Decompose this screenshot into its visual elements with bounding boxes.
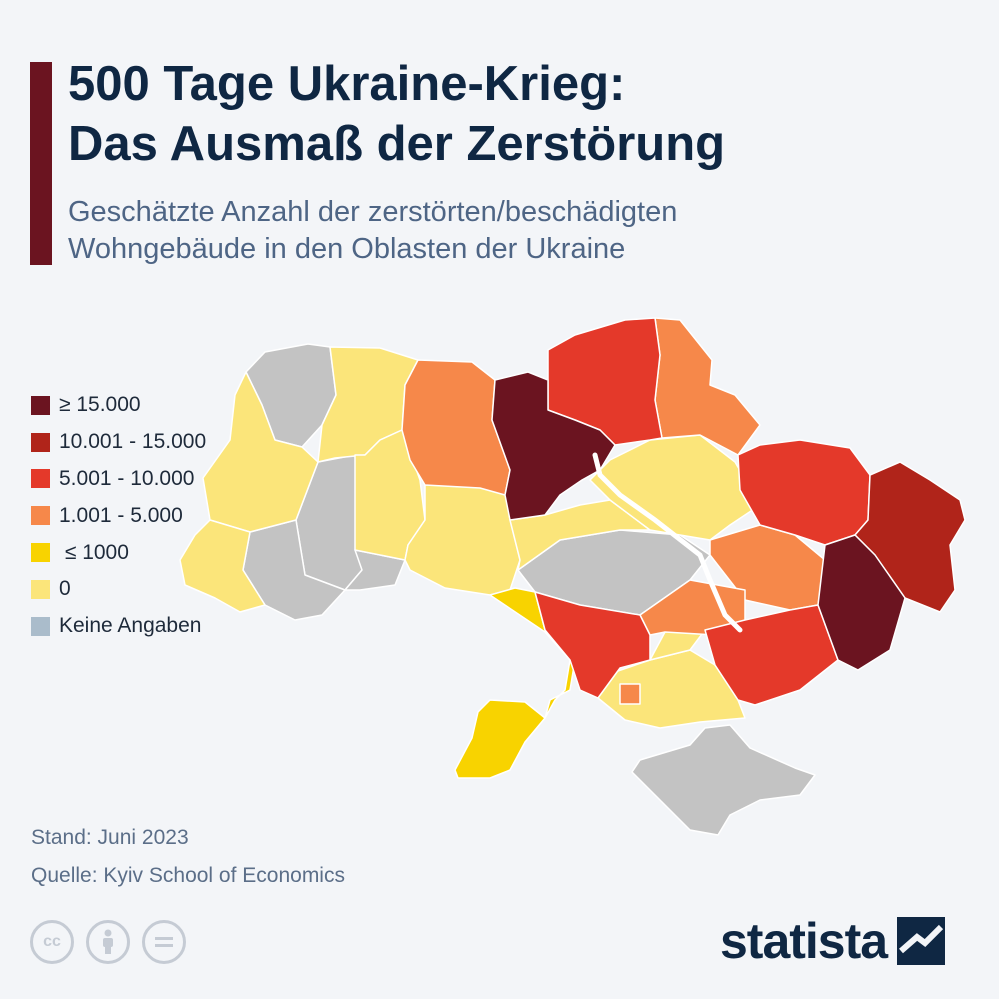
dnipro-river bbox=[592, 452, 743, 633]
region-zhytomyr bbox=[401, 359, 511, 496]
cc-icon[interactable]: cc bbox=[30, 920, 74, 964]
region-kyiv-oblast bbox=[491, 371, 616, 521]
legend-item: ≤ 1000 bbox=[31, 534, 206, 571]
page-subtitle: Geschätzte Anzahl der zerstörten/beschäd… bbox=[68, 194, 968, 268]
subtitle-line-1: Geschätzte Anzahl der zerstörten/beschäd… bbox=[68, 196, 678, 228]
legend-item: ≥ 15.000 bbox=[31, 387, 206, 424]
legend-label: ≤ 1000 bbox=[59, 540, 129, 564]
legend-label: 10.001 - 15.000 bbox=[59, 430, 207, 454]
title-line-1: 500 Tage Ukraine-Krieg: bbox=[68, 57, 626, 111]
legend-item: 10.001 - 15.000 bbox=[31, 424, 206, 461]
footer-source[interactable]: Quelle: Kyiv School of Economics bbox=[31, 864, 345, 887]
page-title: 500 Tage Ukraine-Krieg: Das Ausmaß der Z… bbox=[68, 54, 968, 174]
legend-swatch bbox=[31, 579, 50, 599]
legend-label: 1.001 - 5.000 bbox=[59, 503, 183, 527]
region-cherkasy bbox=[509, 499, 651, 571]
region-lviv bbox=[202, 371, 319, 533]
legend-item: 0 bbox=[31, 571, 206, 608]
legend-label: 0 bbox=[59, 577, 71, 601]
title-accent-bar bbox=[30, 62, 52, 265]
legend-label: ≥ 15.000 bbox=[59, 393, 141, 417]
legend-swatch bbox=[31, 469, 50, 489]
legend-item: Keine Angaben bbox=[31, 608, 206, 645]
legend-swatch bbox=[31, 395, 50, 415]
title-line-2: Das Ausmaß der Zerstörung bbox=[68, 117, 726, 171]
legend-swatch bbox=[31, 543, 50, 563]
legend-label: Keine Angaben bbox=[59, 614, 202, 638]
legend-swatch bbox=[31, 506, 50, 526]
region-kakhovka-marker bbox=[619, 683, 641, 705]
by-person-icon[interactable] bbox=[86, 920, 130, 964]
nd-equal-icon[interactable] bbox=[142, 920, 186, 964]
legend-item: 1.001 - 5.000 bbox=[31, 497, 206, 534]
region-zakarpattia bbox=[179, 519, 266, 613]
region-donetsk bbox=[817, 534, 906, 671]
legend-swatch bbox=[31, 432, 50, 452]
region-crimea bbox=[631, 724, 816, 836]
region-mykolaiv bbox=[534, 591, 651, 699]
region-sumy bbox=[654, 317, 761, 456]
statista-mark-icon bbox=[897, 917, 946, 965]
license-icons: cc bbox=[30, 920, 186, 964]
footer-stand: Stand: Juni 2023 bbox=[31, 826, 189, 849]
legend-swatch bbox=[31, 616, 50, 636]
subtitle-line-2: Wohngebäude in den Oblasten der Ukraine bbox=[68, 233, 626, 265]
statista-logo[interactable]: statista bbox=[720, 912, 946, 970]
brand-wordmark: statista bbox=[720, 913, 888, 969]
legend-label: 5.001 - 10.000 bbox=[59, 466, 195, 490]
legend-item: 5.001 - 10.000 bbox=[31, 461, 206, 498]
map-legend: ≥ 15.000 10.001 - 15.000 5.001 - 10.000 … bbox=[31, 387, 206, 645]
